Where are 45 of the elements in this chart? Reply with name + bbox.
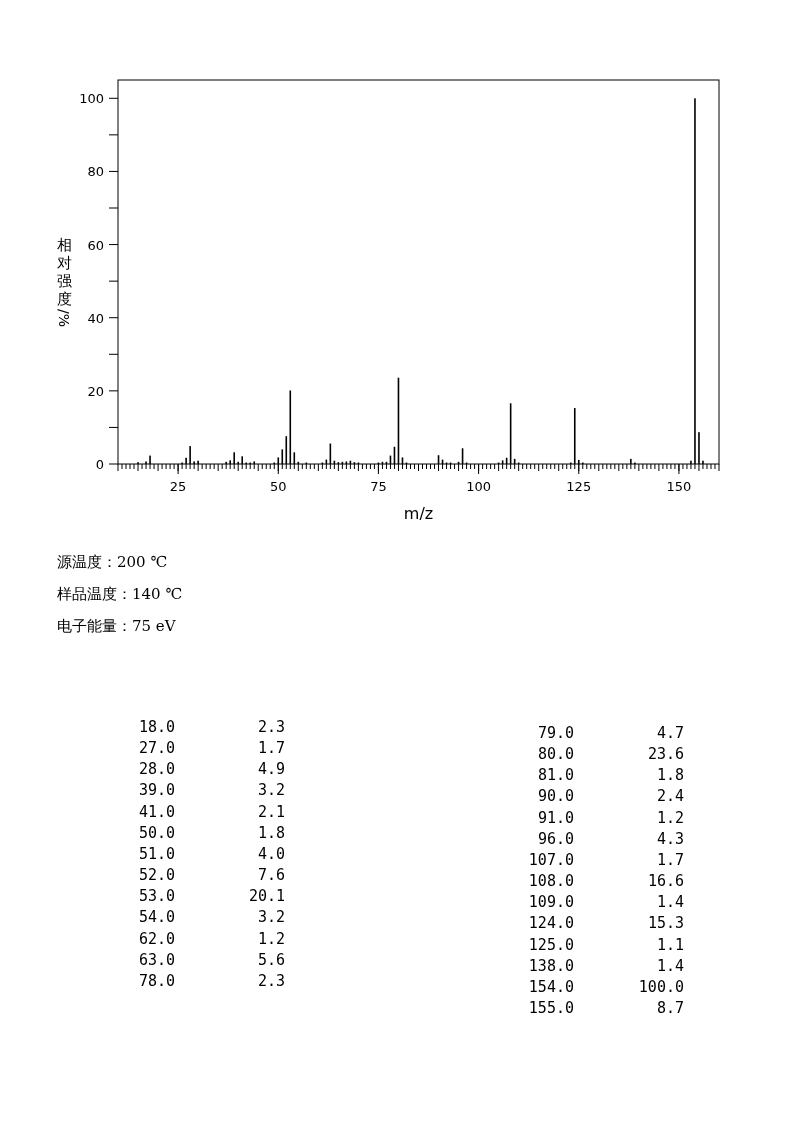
text: 80.0 23.6 <box>537 745 684 764</box>
text: 155.0 8.7 <box>528 998 684 1017</box>
y-tick-label: 0 <box>95 457 104 472</box>
text: 18.0 2.3 <box>138 718 285 736</box>
text: 53.0 20.1 <box>138 887 285 906</box>
text: 27.0 1.7 <box>138 739 285 758</box>
text: 78.0 2.3 <box>138 971 285 990</box>
text: 108.0 16.6 <box>528 872 684 891</box>
text: 63.0 5.6 <box>138 950 285 969</box>
text: 50.0 1.8 <box>138 823 285 842</box>
text: 124.0 15.3 <box>528 914 684 933</box>
x-tick-label: 25 <box>169 479 187 494</box>
text: 51.0 4.0 <box>138 844 285 863</box>
x-axis-title: m/z <box>403 504 434 523</box>
ylabel: 相对强度 <box>56 236 72 308</box>
text: 样品温度：140 ℃ <box>57 585 183 603</box>
text: 52.0 7.6 <box>138 866 285 885</box>
y-tick-label: 80 <box>87 164 104 180</box>
text: 91.0 1.2 <box>537 808 684 827</box>
x-tick-label: 125 <box>566 479 592 494</box>
text: 电子能量：75 eV <box>57 617 177 635</box>
text: 39.0 3.2 <box>138 781 285 800</box>
y-tick-label: 20 <box>87 383 104 399</box>
text: 79.0 4.7 <box>537 724 684 742</box>
y-tick-label: 60 <box>87 237 104 253</box>
text: 138.0 1.4 <box>528 956 684 975</box>
x-tick-label: 50 <box>269 479 287 494</box>
text: 125.0 1.1 <box>528 935 684 954</box>
text: 源温度：200 ℃ <box>57 553 168 571</box>
text: 96.0 4.3 <box>537 829 684 848</box>
text: 109.0 1.4 <box>528 893 684 912</box>
text: 54.0 3.2 <box>138 908 285 927</box>
text: 41.0 2.1 <box>138 802 285 821</box>
x-tick-label: 100 <box>466 479 492 494</box>
text: 90.0 2.4 <box>537 787 684 806</box>
text: /% <box>56 309 72 328</box>
x-tick-label: 75 <box>370 479 387 494</box>
x-tick-label: 150 <box>666 479 692 494</box>
text: 81.0 1.8 <box>537 766 684 785</box>
text: 107.0 1.7 <box>528 850 684 869</box>
y-tick-label: 40 <box>87 310 104 326</box>
text: 28.0 4.9 <box>138 760 285 779</box>
text: 154.0 100.0 <box>528 977 684 996</box>
text: 62.0 1.2 <box>138 929 285 948</box>
y-tick-label: 100 <box>79 91 104 107</box>
